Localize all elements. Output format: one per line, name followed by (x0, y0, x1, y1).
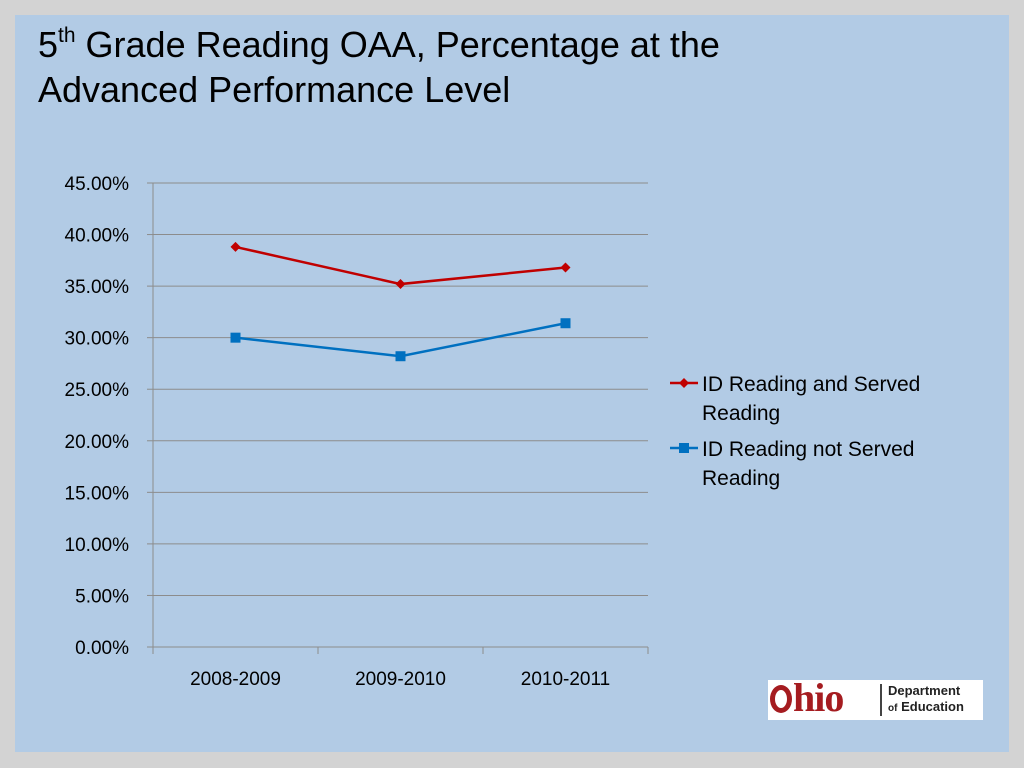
logo-o-ring (770, 685, 792, 713)
logo-wordmark: hio (770, 674, 844, 721)
title-line2: Advanced Performance Level (38, 69, 511, 110)
y-tick-label: 10.00% (65, 535, 130, 556)
legend-label: Reading (702, 402, 780, 425)
logo-wordmark-text: hio (793, 675, 844, 720)
series-2-point (230, 332, 241, 343)
series-2-point (560, 318, 571, 329)
series-1-point (560, 262, 571, 273)
legend-label: ID Reading and Served (702, 373, 920, 396)
logo-dept-line1: Department (888, 683, 961, 698)
series-1-point (395, 279, 406, 290)
title-superscript: th (58, 24, 76, 47)
x-tick-label: 2010-2011 (521, 669, 610, 690)
y-tick-label: 15.00% (65, 483, 130, 504)
slide-background (15, 15, 1009, 752)
logo-dept-line2: Education (901, 699, 964, 714)
x-tick-label: 2009-2010 (355, 669, 446, 690)
chart-title: 5th Grade Reading OAA, Percentage at the… (38, 22, 938, 112)
series-line-1 (235, 245, 566, 286)
y-tick-label: 30.00% (65, 329, 130, 350)
legend-marker (679, 443, 689, 453)
title-line1: Grade Reading OAA, Percentage at the (75, 24, 720, 65)
y-tick-label: 20.00% (65, 432, 130, 453)
series-1-point (230, 241, 241, 252)
ohio-department-of-education-logo: hio Department of Education (768, 675, 983, 720)
y-tick-label: 40.00% (65, 226, 130, 247)
logo-divider (880, 684, 882, 716)
series-2-point (395, 351, 406, 362)
y-tick-label: 0.00% (75, 638, 129, 659)
x-tick-label: 2008-2009 (190, 669, 281, 690)
title-lead: 5 (38, 24, 59, 65)
y-tick-label: 35.00% (65, 277, 130, 298)
y-tick-label: 5.00% (75, 586, 129, 607)
y-tick-label: 45.00% (65, 174, 130, 195)
legend-marker (679, 378, 689, 388)
logo-dept-of: of (888, 703, 898, 714)
legend-label: Reading (702, 467, 780, 490)
y-tick-label: 25.00% (65, 380, 130, 401)
logo-department-text: Department of Education (888, 683, 964, 717)
legend-label: ID Reading not Served (702, 438, 914, 461)
